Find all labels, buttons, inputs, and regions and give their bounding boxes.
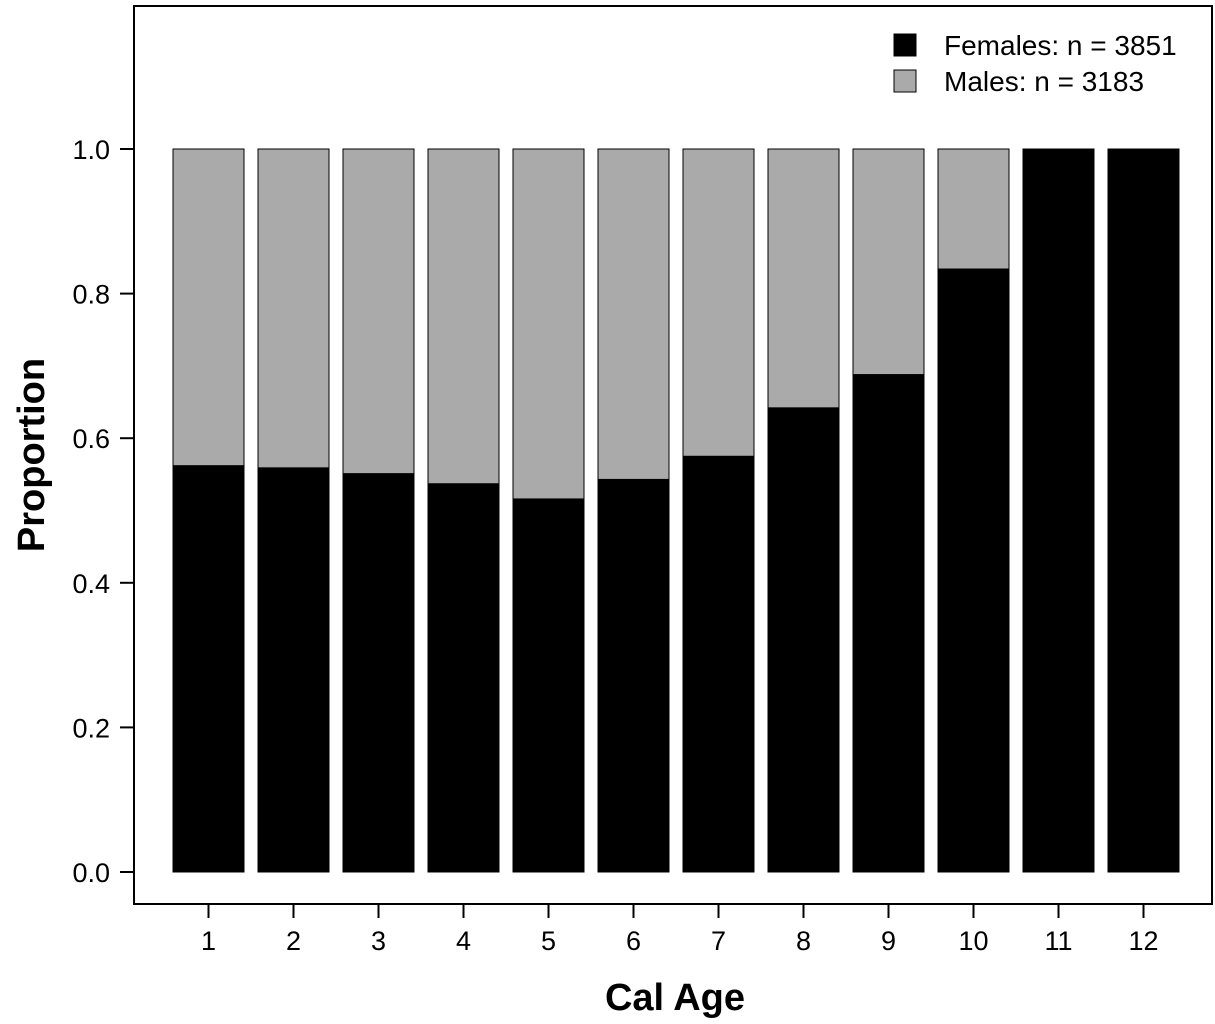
y-tick-label: 0.0: [72, 858, 110, 888]
legend-label-males: Males: n = 3183: [944, 66, 1144, 97]
bar-males-age-6: [597, 148, 670, 480]
bar-females-age-9: [852, 374, 925, 873]
bar-females-age-2: [257, 467, 330, 873]
x-tick-label: 6: [626, 926, 641, 956]
x-tick-label: 2: [286, 926, 301, 956]
x-tick-label: 5: [541, 926, 556, 956]
x-axis-title: Cal Age: [605, 977, 745, 1019]
y-axis-title: Proportion: [11, 358, 53, 552]
bar-females-age-8: [767, 407, 840, 873]
bar-males-age-3: [342, 148, 415, 475]
bar-females-age-11: [1022, 148, 1095, 873]
x-tick-label: 4: [456, 926, 471, 956]
bar-females-age-3: [342, 473, 415, 873]
bar-males-age-5: [512, 148, 585, 500]
bar-males-age-7: [682, 148, 755, 457]
y-tick-label: 0.8: [72, 280, 110, 310]
x-tick-label: 1: [201, 926, 216, 956]
legend-label-females: Females: n = 3851: [944, 30, 1177, 61]
bar-females-age-7: [682, 455, 755, 873]
y-tick-label: 0.6: [72, 424, 110, 454]
bars-group: [172, 148, 1180, 873]
bar-males-age-2: [257, 148, 330, 469]
x-tick-label: 12: [1128, 926, 1158, 956]
x-axis: 1 2 3 4 5 6 7 8 9 10 11 12: [201, 903, 1159, 956]
bar-females-age-1: [172, 465, 245, 873]
x-tick-label: 9: [881, 926, 896, 956]
bar-females-age-12: [1107, 148, 1180, 873]
bar-males-age-8: [767, 148, 840, 409]
legend: Females: n = 3851 Males: n = 3183: [893, 30, 1177, 97]
y-axis: 0.0 0.2 0.4 0.6 0.8 1.0: [72, 135, 135, 888]
x-tick-label: 10: [958, 926, 988, 956]
bar-males-age-9: [852, 148, 925, 376]
bar-females-age-10: [937, 268, 1010, 873]
y-tick-label: 0.4: [72, 569, 110, 599]
bar-males-age-10: [937, 148, 1010, 270]
bar-males-age-1: [172, 148, 245, 467]
y-tick-label: 0.2: [72, 713, 110, 743]
legend-swatch-males: [893, 69, 917, 93]
x-tick-label: 8: [796, 926, 811, 956]
x-tick-label: 7: [711, 926, 726, 956]
bar-females-age-6: [597, 478, 670, 873]
legend-swatch-females: [893, 33, 917, 57]
x-tick-label: 11: [1044, 926, 1072, 956]
x-tick-label: 3: [371, 926, 386, 956]
bar-females-age-5: [512, 498, 585, 873]
bar-females-age-4: [427, 483, 500, 873]
bar-males-age-4: [427, 148, 500, 485]
y-tick-label: 1.0: [72, 135, 110, 165]
